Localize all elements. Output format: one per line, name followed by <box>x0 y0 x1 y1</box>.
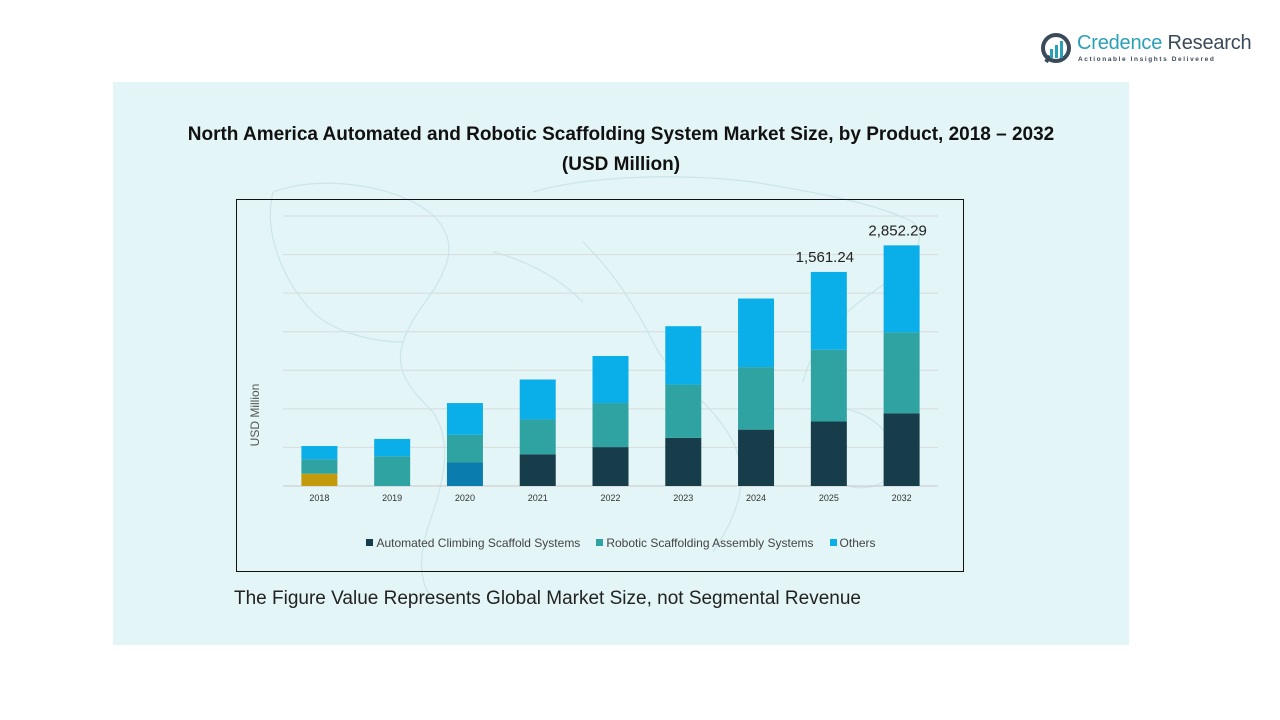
x-tick-label: 2020 <box>455 493 475 503</box>
stacked-bar-chart: 2018 2019 2020 2021 2022 2023 2024 2025 1,561.24… <box>283 215 938 503</box>
x-tick-label: 2022 <box>600 493 620 503</box>
bar-chart-logo-icon <box>1041 33 1071 64</box>
brand-name-part2: Research <box>1162 32 1252 54</box>
bar-segment-2023-series-0 <box>665 437 702 486</box>
brand-name: Credence Research <box>1077 32 1252 55</box>
bar-segment-2022-series-0 <box>592 447 629 486</box>
chart-frame <box>236 199 964 572</box>
brand-logo: Credence Research Actionable Insights De… <box>1040 30 1255 70</box>
chart-legend: Automated Climbing Scaffold Systems Robot… <box>113 536 1129 550</box>
x-tick-label: 2021 <box>528 493 548 503</box>
chart-title: North America Automated and Robotic Scaf… <box>113 120 1129 180</box>
bar-segment-2024-series-2 <box>738 298 775 368</box>
chart-panel: North America Automated and Robotic Scaf… <box>113 82 1129 645</box>
legend-swatch <box>366 539 374 547</box>
x-tick-label: 2025 <box>819 493 839 503</box>
legend-swatch <box>829 539 837 547</box>
bar-segment-2023-series-2 <box>665 326 702 385</box>
chart-title-main: North America Automated and Robotic Scaf… <box>187 124 1055 145</box>
legend-label: Others <box>839 536 876 550</box>
world-map-background <box>269 176 920 603</box>
bar-segment-2032-series-0 <box>883 413 920 486</box>
bar-segment-2018-series-2 <box>301 446 338 460</box>
x-tick-label: 2018 <box>309 493 329 503</box>
legend-label: Automated Climbing Scaffold Systems <box>376 536 581 550</box>
x-tick-label: 2023 <box>673 493 693 503</box>
bar-segment-2020-series-2 <box>446 403 483 435</box>
legend-item: Others <box>829 536 876 550</box>
legend-label: Robotic Scaffolding Assembly Systems <box>606 536 814 550</box>
legend-item: Automated Climbing Scaffold Systems <box>366 536 580 550</box>
bar-segment-2025-series-0 <box>810 421 847 486</box>
bar-segment-2020-series-1 <box>446 434 483 463</box>
bar-segment-2023-series-1 <box>665 384 702 438</box>
bar-segment-2022-series-1 <box>592 403 629 448</box>
bar-segment-2032-series-2 <box>883 245 920 333</box>
brand-tagline: Actionable Insights Delivered <box>1078 56 1216 63</box>
bar-segment-2018-series-0 <box>301 473 338 486</box>
data-label-2025: 1,561.24 <box>796 249 854 266</box>
bar-segment-2018-series-1 <box>301 459 338 474</box>
bar-segment-2021-series-1 <box>519 419 556 455</box>
bar-segment-2020-series-0 <box>446 462 483 486</box>
legend-item: Robotic Scaffolding Assembly Systems <box>596 536 814 550</box>
bar-segment-2019-series-2 <box>374 438 411 457</box>
bar-segment-2021-series-2 <box>519 379 556 420</box>
bar-segment-2019-series-1 <box>374 456 411 486</box>
x-tick-label: 2032 <box>892 493 912 503</box>
brand-name-part1: Credence <box>1077 32 1163 54</box>
chart-title-unit: (USD Million) <box>561 154 681 175</box>
x-tick-label: 2019 <box>382 493 402 503</box>
bar-segment-2025-series-2 <box>810 271 847 350</box>
bar-segment-2024-series-1 <box>738 367 775 430</box>
bar-segment-2024-series-0 <box>738 429 775 486</box>
bar-segment-2022-series-2 <box>592 355 629 404</box>
bar-segment-2021-series-0 <box>519 454 556 486</box>
x-tick-label: 2024 <box>746 493 766 503</box>
data-label-2032: 2,852.29 <box>868 222 926 239</box>
legend-swatch <box>596 539 604 547</box>
footnote: The Figure Value Represents Global Marke… <box>234 588 861 609</box>
bar-segment-2025-series-1 <box>810 349 847 422</box>
bar-segment-2032-series-1 <box>883 332 920 414</box>
